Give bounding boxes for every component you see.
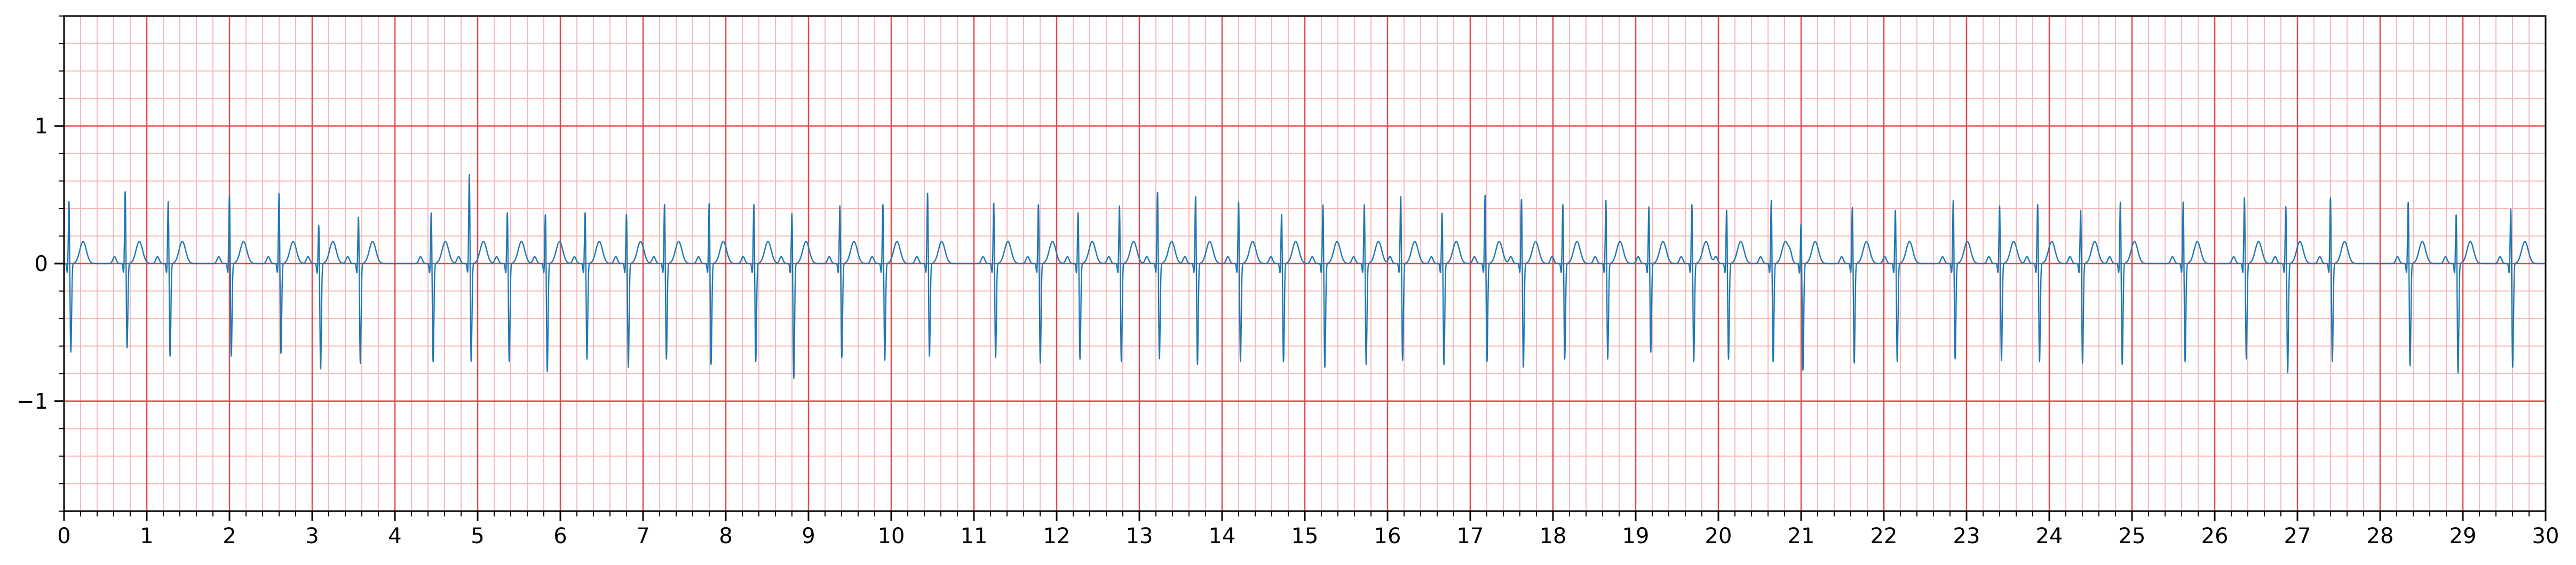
x-tick-label: 11 [961, 524, 988, 548]
x-tick-label: 29 [2450, 524, 2477, 548]
x-tick-label: 8 [719, 524, 732, 548]
x-tick-label: 30 [2532, 524, 2559, 548]
x-tick-label: 24 [2036, 524, 2063, 548]
x-tick-label: 7 [636, 524, 649, 548]
series-layer [64, 173, 2546, 379]
x-tick-label: 12 [1043, 524, 1071, 548]
y-tick-label: 0 [35, 252, 48, 276]
x-tick-label: 26 [2201, 524, 2229, 548]
x-tick-label: 15 [1291, 524, 1319, 548]
x-tick-label: 22 [1870, 524, 1898, 548]
x-tick-label: 3 [305, 524, 319, 548]
x-tick-label: 20 [1705, 524, 1732, 548]
x-tick-label: 16 [1374, 524, 1401, 548]
x-tick-label: 28 [2367, 524, 2394, 548]
x-tick-label: 9 [802, 524, 815, 548]
tick-labels: 0 1 2 3 4 5 6 7 8 9 10 11 12 13 14 15 16 17 18 19 20 21 22 23 24… [17, 114, 2559, 548]
x-tick-label: 6 [553, 524, 567, 548]
x-tick-label: 10 [878, 524, 905, 548]
ecg-signal-line [64, 173, 2546, 379]
x-tick-label: 27 [2284, 524, 2311, 548]
x-tick-label: 13 [1126, 524, 1153, 548]
y-tick-label: 1 [35, 114, 48, 139]
x-tick-label: 14 [1209, 524, 1236, 548]
x-tick-label: 18 [1540, 524, 1567, 548]
x-tick-label: 17 [1457, 524, 1484, 548]
x-tick-label: 0 [57, 524, 70, 548]
y-tick-label: −1 [17, 389, 48, 414]
x-tick-label: 25 [2119, 524, 2146, 548]
x-tick-label: 21 [1788, 524, 1815, 548]
x-tick-label: 1 [140, 524, 153, 548]
x-tick-label: 19 [1622, 524, 1650, 548]
x-tick-label: 4 [388, 524, 401, 548]
x-tick-label: 5 [471, 524, 484, 548]
x-tick-label: 23 [1953, 524, 1980, 548]
axis-ticks [54, 15, 2547, 521]
x-tick-label: 2 [223, 524, 236, 548]
